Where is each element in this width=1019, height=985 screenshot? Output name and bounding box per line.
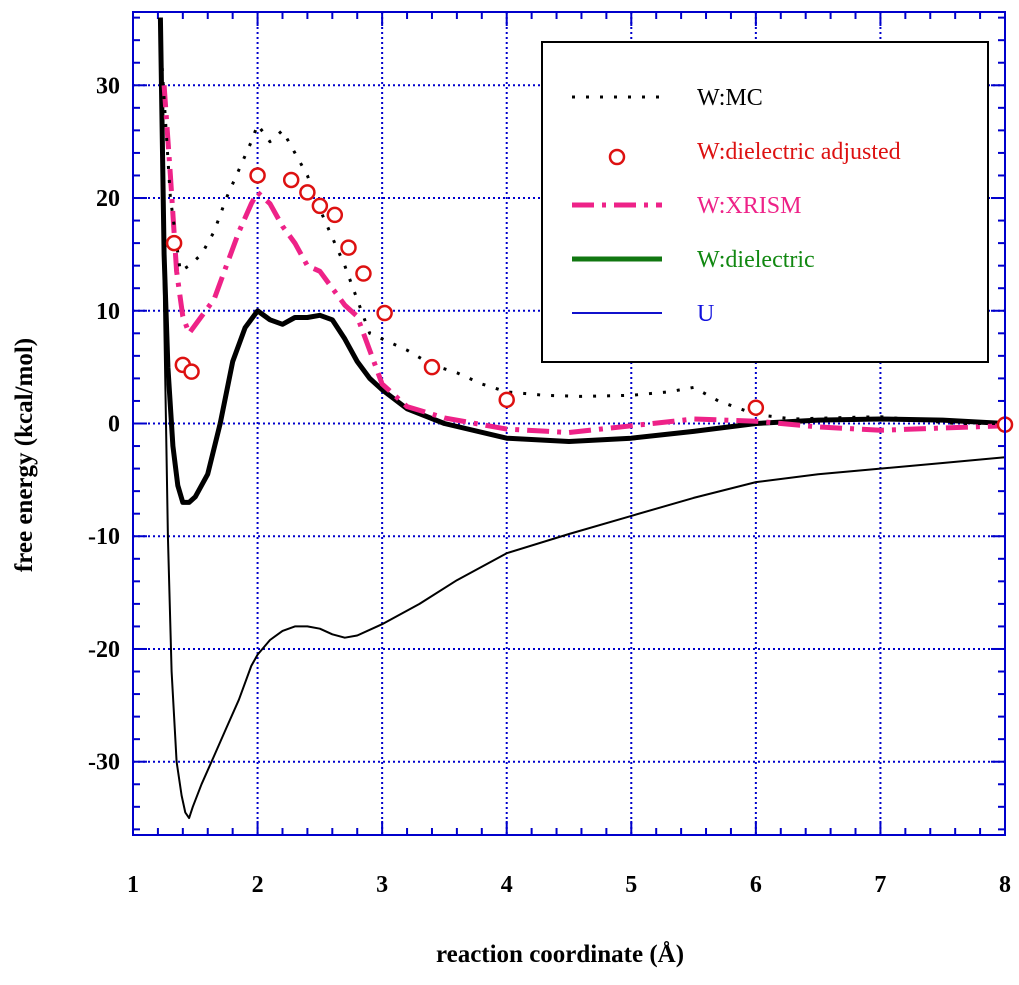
data-point [376, 304, 393, 322]
x-tick-label: 7 [874, 872, 886, 898]
y-tick-label: -10 [88, 524, 120, 550]
y-tick-label: 10 [96, 299, 120, 325]
data-point [326, 206, 344, 224]
series-w-dielectric-adjusted [165, 167, 1014, 433]
y-tick-label: 20 [96, 186, 120, 212]
series-line-w-dielectric [157, 17, 1005, 505]
x-tick-label: 4 [501, 872, 513, 898]
x-axis-title: reaction coordinate (Å) [436, 940, 684, 968]
x-tick-label: 5 [625, 872, 637, 898]
data-point [249, 167, 266, 184]
data-point [282, 171, 300, 189]
legend-swatch-w-dielectric-adjusted [608, 148, 626, 166]
series-line-u [159, 17, 1005, 820]
data-point [747, 399, 765, 416]
x-tick-label: 6 [750, 872, 762, 898]
series-line-w-xrism [161, 85, 1005, 435]
y-axis-title: free energy (kcal/mol) [11, 338, 38, 572]
data-point [183, 363, 200, 380]
legend-label: W:dielectric [697, 247, 815, 273]
y-tick-label: -20 [88, 637, 120, 663]
legend-label: W:MC [697, 85, 763, 111]
x-tick-label: 3 [376, 872, 388, 898]
data-point [355, 265, 372, 282]
data-point [498, 391, 515, 409]
legend-label: U [697, 301, 714, 327]
x-tick-label: 1 [127, 872, 139, 898]
data-point [423, 358, 441, 376]
plot-frame [132, 11, 1006, 836]
legend-label: W:dielectric adjusted [697, 139, 901, 165]
data-point [340, 239, 357, 256]
x-tick-label: 8 [999, 872, 1011, 898]
y-tick-labels: 30 20 10 0 -10 -20 -30 [88, 73, 120, 775]
series-layer [157, 17, 1014, 820]
y-tick-label: 0 [108, 412, 120, 438]
data-point [311, 197, 329, 215]
y-tick-label: 30 [96, 73, 120, 99]
data-point [299, 184, 316, 201]
x-tick-label: 2 [252, 872, 264, 898]
legend-label: W:XRISM [697, 193, 801, 219]
data-point [165, 234, 183, 252]
x-tick-labels: 1 2 3 4 5 6 7 8 [127, 872, 1011, 898]
legend: W:MC W:dielectric adjusted W:XRISM W:dielec… [541, 41, 989, 363]
legend-box [541, 41, 989, 363]
y-tick-label: -30 [88, 750, 120, 776]
